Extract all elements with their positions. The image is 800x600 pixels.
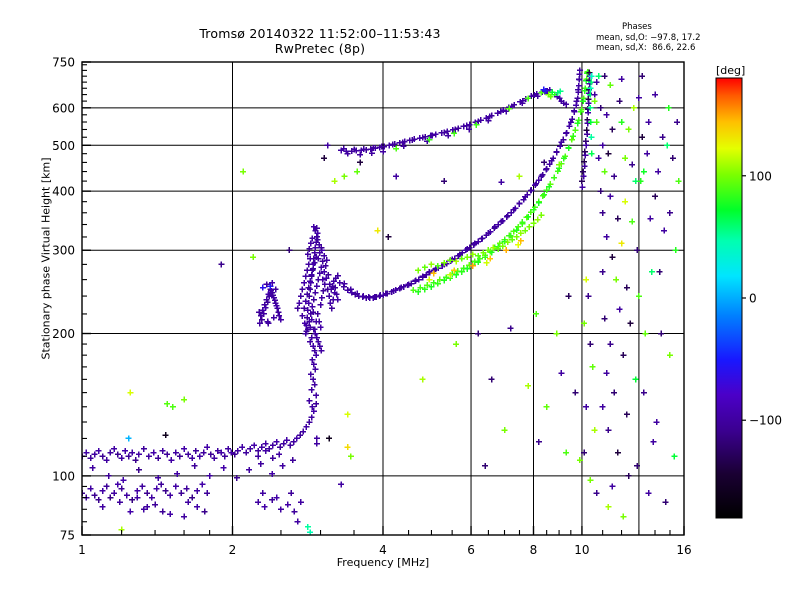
colorbar-unit-label: [deg] [716, 64, 746, 77]
y-tick-label: 200 [52, 327, 75, 341]
colorbar-tick-label: 0 [749, 292, 757, 306]
x-tick-label: 16 [676, 543, 691, 557]
x-tick-label: 10 [574, 543, 589, 557]
series-mid-scatter-misc [127, 142, 600, 497]
x-axis-label: Frequency [MHz] [336, 556, 430, 569]
phase-stats-o-mode: mean, sd,O: −97.8, 17.2 [596, 32, 701, 43]
chart-title: Tromsø 20140322 11:52:00–11:53:43 RwPret… [0, 26, 640, 56]
series-yellow-scatter-band-4-5-8-mhz [415, 212, 545, 283]
axis-ticks: 1 2 4 6 8 10 16 75 100 200 300 400 500 600 750 [52, 56, 692, 558]
x-tick-label: 8 [530, 543, 538, 557]
series-e-layer-lower-trace [82, 481, 211, 503]
x-tick-label: 4 [379, 543, 387, 557]
series-f-layer-cusp-2-8-3-1-mhz [294, 223, 341, 410]
x-tick-label: 2 [229, 543, 237, 557]
y-tick-label: 400 [52, 185, 75, 199]
y-tick-label: 75 [60, 529, 75, 543]
series-f-layer-second-trace-x-near-10-5 [578, 69, 595, 191]
y-tick-label: 600 [52, 101, 75, 115]
y-axis-label: Stationary phase Virtual Height [km] [39, 157, 53, 360]
series-e-layer-main-trace [82, 400, 320, 464]
chart-title-line2: RwPretec (8p) [274, 41, 366, 56]
colorbar: 100 0 −100 [715, 77, 782, 519]
phase-stats-x-mode: mean, sd,X: 86.6, 22.6 [596, 43, 696, 53]
series-sporadic-blob-2-3-2-6-mhz [256, 279, 284, 327]
colorbar-tick-label: −100 [749, 414, 782, 428]
series-f-layer-x-mode-yellow-green-trace [410, 68, 591, 295]
y-tick-label: 500 [52, 139, 75, 153]
x-tick-label: 1 [78, 543, 86, 557]
chart-title-line1: Tromsø 20140322 11:52:00–11:53:43 [199, 26, 441, 41]
gridlines [82, 62, 684, 535]
x-tick-label: 6 [467, 543, 475, 557]
scatter-data-layer [82, 67, 682, 535]
phase-stats-heading: Phases [622, 22, 652, 32]
series-second-hop-trace [338, 86, 570, 158]
y-tick-label: 750 [52, 56, 75, 70]
colorbar-gradient [715, 77, 743, 519]
series-high-frequency-scatter [591, 73, 682, 520]
series-e-layer-scatter [89, 400, 351, 535]
phase-stats-annotation: Phases mean, sd,O: −97.8, 17.2 mean, sd,… [596, 22, 796, 54]
series-f-layer-main-trace-o-mode [332, 67, 583, 301]
y-tick-label: 100 [52, 469, 75, 483]
colorbar-tick-label: 100 [749, 169, 772, 183]
y-tick-label: 300 [52, 244, 75, 258]
